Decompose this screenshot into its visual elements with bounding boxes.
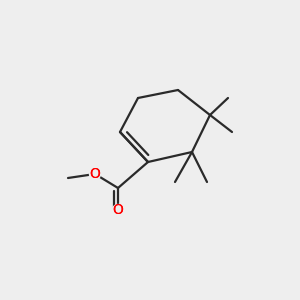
Circle shape xyxy=(112,205,124,215)
Text: O: O xyxy=(90,167,101,181)
Text: O: O xyxy=(112,203,123,217)
Circle shape xyxy=(89,169,100,179)
Text: O: O xyxy=(90,167,101,181)
Text: O: O xyxy=(112,203,123,217)
